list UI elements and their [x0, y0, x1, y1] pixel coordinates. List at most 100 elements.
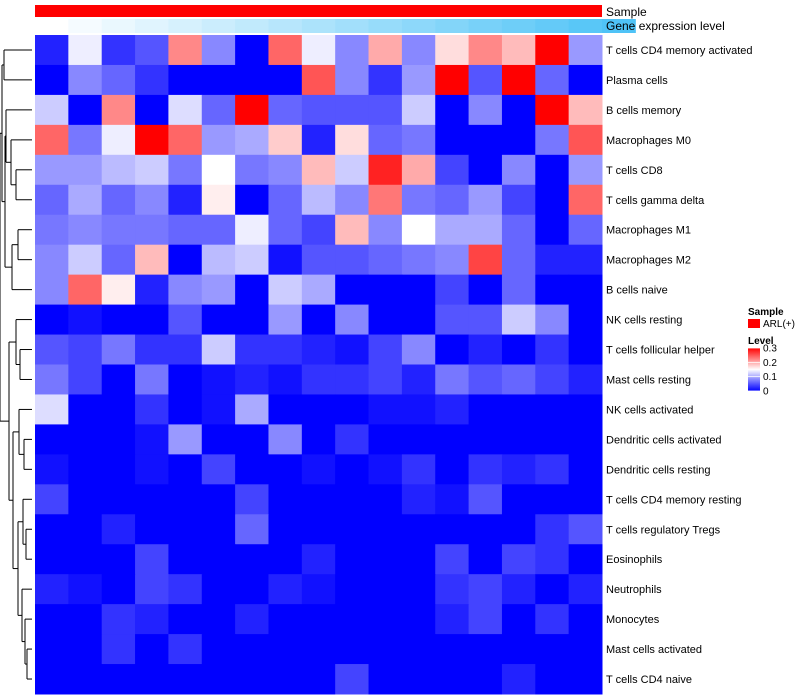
heatmap-cell: [101, 184, 136, 216]
heatmap-cell: [35, 574, 69, 605]
heatmap-cell: [268, 334, 303, 365]
heatmap-cell: [35, 664, 69, 695]
heatmap-cell: [268, 184, 303, 216]
expression-annotation-cell: [568, 19, 603, 33]
row-label: T cells regulatory Tregs: [606, 524, 721, 536]
heatmap-cell: [568, 574, 603, 605]
row-label: Dendritic cells activated: [606, 434, 722, 446]
heatmap-cell: [101, 274, 136, 306]
heatmap-cell: [368, 574, 403, 605]
heatmap-cell: [168, 364, 203, 395]
heatmap-cell: [335, 214, 370, 246]
heatmap-cell: [468, 304, 503, 336]
heatmap-cell: [101, 64, 136, 96]
heatmap-cell: [468, 334, 503, 365]
heatmap-cell: [268, 304, 303, 336]
heatmap-cell: [335, 154, 370, 186]
heatmap-cell: [401, 94, 436, 126]
row-label: Plasma cells: [606, 75, 668, 87]
heatmap-cell: [235, 634, 269, 665]
heatmap-cell: [135, 154, 169, 186]
heatmap-cell: [101, 604, 136, 635]
legend-level-title: Level: [748, 336, 774, 347]
row-label: Macrophages M1: [606, 225, 691, 237]
heatmap-cell: [301, 154, 336, 186]
heatmap-cell: [35, 544, 69, 575]
heatmap-cell: [301, 184, 336, 216]
heatmap-cell: [468, 35, 503, 66]
heatmap-cell: [468, 184, 503, 216]
heatmap-cell: [268, 154, 303, 186]
heatmap-cell: [168, 124, 203, 156]
heatmap-cell: [68, 154, 103, 186]
legend-sample-swatch: [748, 319, 760, 328]
heatmap-cell: [101, 364, 136, 395]
heatmap-cell: [235, 35, 269, 66]
heatmap-cell: [201, 94, 236, 126]
heatmap-cell: [101, 664, 136, 695]
heatmap-cell: [101, 394, 136, 425]
expression-annotation-cell: [501, 19, 536, 33]
heatmap-cell: [201, 64, 236, 96]
heatmap-cell: [201, 184, 236, 216]
heatmap-cell: [301, 634, 336, 665]
legend-tick-label: 0.3: [763, 344, 777, 355]
heatmap-cell: [235, 64, 269, 96]
heatmap-cell: [401, 304, 436, 336]
heatmap-cell: [35, 634, 69, 665]
heatmap-cell: [168, 514, 203, 545]
heatmap-cell: [68, 304, 103, 336]
heatmap-cell: [201, 214, 236, 246]
heatmap-cell: [401, 574, 436, 605]
heatmap-cell: [68, 184, 103, 216]
heatmap-cell: [568, 94, 603, 126]
heatmap-cell: [68, 214, 103, 246]
heatmap-cell: [401, 394, 436, 425]
expression-annotation-cell: [401, 19, 436, 33]
heatmap-cell: [435, 214, 470, 246]
heatmap-cell: [535, 364, 570, 395]
row-label: NK cells resting: [606, 315, 682, 327]
heatmap-cell: [268, 124, 303, 156]
heatmap-cell: [501, 454, 536, 485]
heatmap-cell: [535, 124, 570, 156]
row-dendrogram: [0, 49, 32, 680]
row-label: NK cells activated: [606, 404, 693, 416]
heatmap-cell: [568, 514, 603, 545]
heatmap-cell: [368, 214, 403, 246]
heatmap-cell: [135, 544, 169, 575]
expression-annotation-cell: [135, 19, 169, 33]
heatmap-cell: [68, 94, 103, 126]
heatmap-cell: [168, 274, 203, 306]
heatmap-cell: [201, 544, 236, 575]
row-label: T cells CD8: [606, 165, 663, 177]
heatmap-cell: [135, 394, 169, 425]
heatmap-cell: [235, 604, 269, 635]
heatmap-cell: [301, 334, 336, 365]
heatmap-cell: [201, 634, 236, 665]
heatmap-cell: [568, 544, 603, 575]
heatmap-cell: [301, 484, 336, 515]
row-label: Mast cells activated: [606, 644, 702, 656]
expression-annotation-cell: [368, 19, 403, 33]
heatmap-cell: [535, 634, 570, 665]
legend-sample-title: Sample: [748, 307, 784, 318]
heatmap-cell: [301, 454, 336, 485]
heatmap-cell: [501, 214, 536, 246]
heatmap-cell: [535, 664, 570, 695]
heatmap-cell: [568, 334, 603, 365]
heatmap-cell: [368, 184, 403, 216]
row-label: T cells gamma delta: [606, 195, 705, 207]
heatmap-cell: [535, 154, 570, 186]
row-label: T cells CD4 memory resting: [606, 494, 742, 506]
heatmap-cell: [235, 454, 269, 485]
row-label: T cells CD4 naive: [606, 674, 692, 686]
heatmap-cell: [68, 634, 103, 665]
heatmap-cell: [268, 64, 303, 96]
heatmap-cell: [268, 574, 303, 605]
heatmap-cell: [101, 574, 136, 605]
row-label: T cells follicular helper: [606, 345, 715, 357]
row-labels: T cells CD4 memory activated Plasma cells…: [606, 45, 753, 686]
heatmap-cell: [201, 454, 236, 485]
heatmap-cell: [168, 334, 203, 365]
